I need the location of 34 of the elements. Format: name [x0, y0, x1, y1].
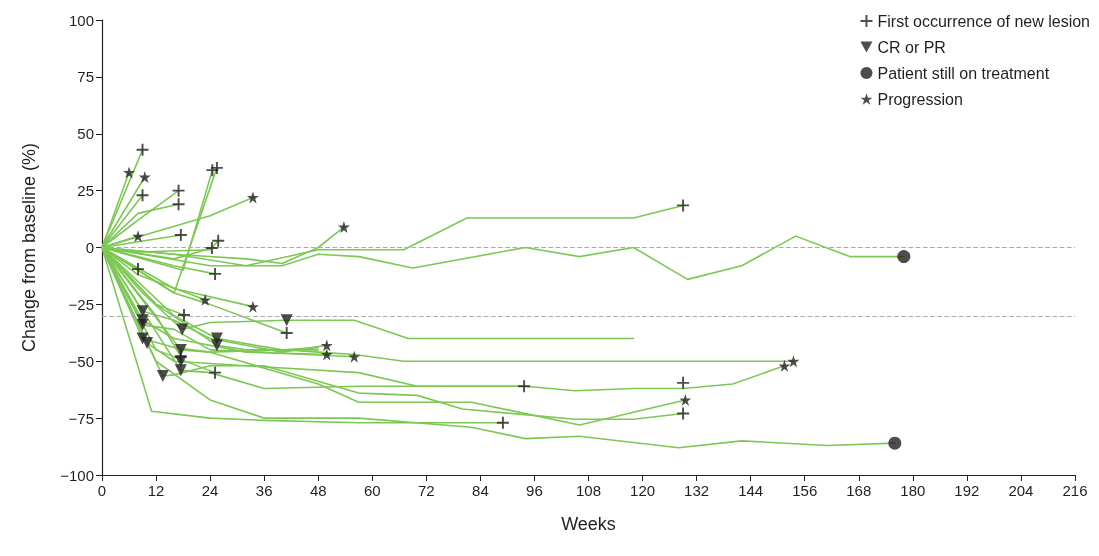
x-tick-label: 48	[309, 482, 327, 499]
x-tick-label: 144	[738, 482, 764, 499]
y-tick-label: 100	[68, 11, 94, 29]
y-tick-label: 75	[77, 68, 94, 86]
x-tick-label: 120	[630, 482, 656, 499]
x-tick-label: 12	[147, 482, 165, 499]
y-tick-label: −100	[60, 466, 94, 484]
legend-label: Progression	[877, 90, 963, 108]
y-tick-label: −25	[68, 295, 94, 313]
x-tick-label: 108	[575, 482, 602, 499]
x-tick-label: 168	[846, 482, 872, 499]
x-tick-label: 84	[472, 482, 489, 499]
y-tick-label: 0	[85, 239, 94, 256]
x-tick-label: 180	[900, 482, 926, 499]
legend-label: First occurrence of new lesion	[877, 12, 1090, 30]
x-tick-label: 96	[526, 482, 543, 499]
y-tick-label: 25	[77, 182, 94, 200]
x-tick-label: 216	[1062, 482, 1088, 499]
y-tick-label: −75	[68, 409, 94, 427]
y-tick-label: 50	[77, 125, 94, 143]
x-tick-label: 60	[363, 482, 381, 499]
x-tick-label: 156	[792, 482, 818, 499]
y-axis-title: Change from baseline (%)	[19, 142, 39, 353]
y-tick-label: −50	[68, 352, 94, 370]
x-tick-label: 132	[684, 482, 710, 499]
x-tick-label: 24	[201, 482, 219, 499]
x-tick-label: 204	[1008, 482, 1034, 499]
legend-label: CR or PR	[877, 38, 946, 56]
x-tick-label: 72	[417, 482, 435, 499]
x-axis-title: Weeks	[561, 514, 616, 534]
x-tick-label: 192	[954, 482, 980, 499]
x-tick-label: 0	[97, 482, 107, 499]
x-tick-label: 36	[255, 482, 273, 499]
legend-label: Patient still on treatment	[877, 64, 1050, 82]
